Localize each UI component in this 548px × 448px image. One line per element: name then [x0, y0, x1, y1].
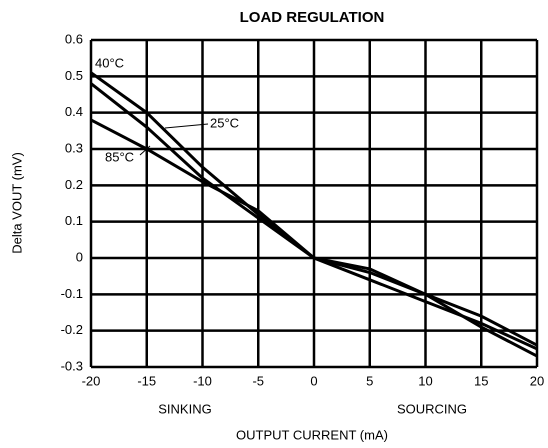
series-label: 85°C [105, 149, 134, 164]
series-label: 25°C [210, 115, 239, 130]
y-tick-label: 0.5 [65, 68, 83, 83]
x-tick-label: 15 [474, 373, 488, 388]
x-tick-label: -5 [252, 373, 264, 388]
series-label: 40°C [95, 55, 124, 70]
x-tick-label: -10 [193, 373, 212, 388]
y-axis-label: Delta VOUT (mV) [9, 152, 24, 254]
x-tick-label: -20 [82, 373, 101, 388]
y-tick-label: 0.4 [65, 104, 83, 119]
y-tick-label: -0.2 [61, 322, 83, 337]
y-tick-label: -0.1 [61, 286, 83, 301]
y-tick-label: 0 [76, 249, 83, 264]
chart-title: LOAD REGULATION [240, 9, 385, 26]
annotation: SINKING [158, 401, 211, 416]
y-tick-label: 0.1 [65, 213, 83, 228]
x-axis-label: OUTPUT CURRENT (mA) [236, 427, 388, 442]
leader-line [139, 145, 151, 156]
annotation: SOURCING [397, 401, 467, 416]
x-tick-label: -15 [137, 373, 156, 388]
x-tick-label: 20 [530, 373, 544, 388]
line-series [90, 118, 538, 358]
y-tick-label: 0.2 [65, 177, 83, 192]
x-tick-label: 10 [418, 373, 432, 388]
x-tick-label: 5 [366, 373, 373, 388]
leader-line [164, 123, 209, 129]
y-tick-label: 0.3 [65, 140, 83, 155]
x-tick-label: 0 [310, 373, 317, 388]
y-tick-label: -0.3 [61, 358, 83, 373]
y-tick-label: 0.6 [65, 31, 83, 46]
